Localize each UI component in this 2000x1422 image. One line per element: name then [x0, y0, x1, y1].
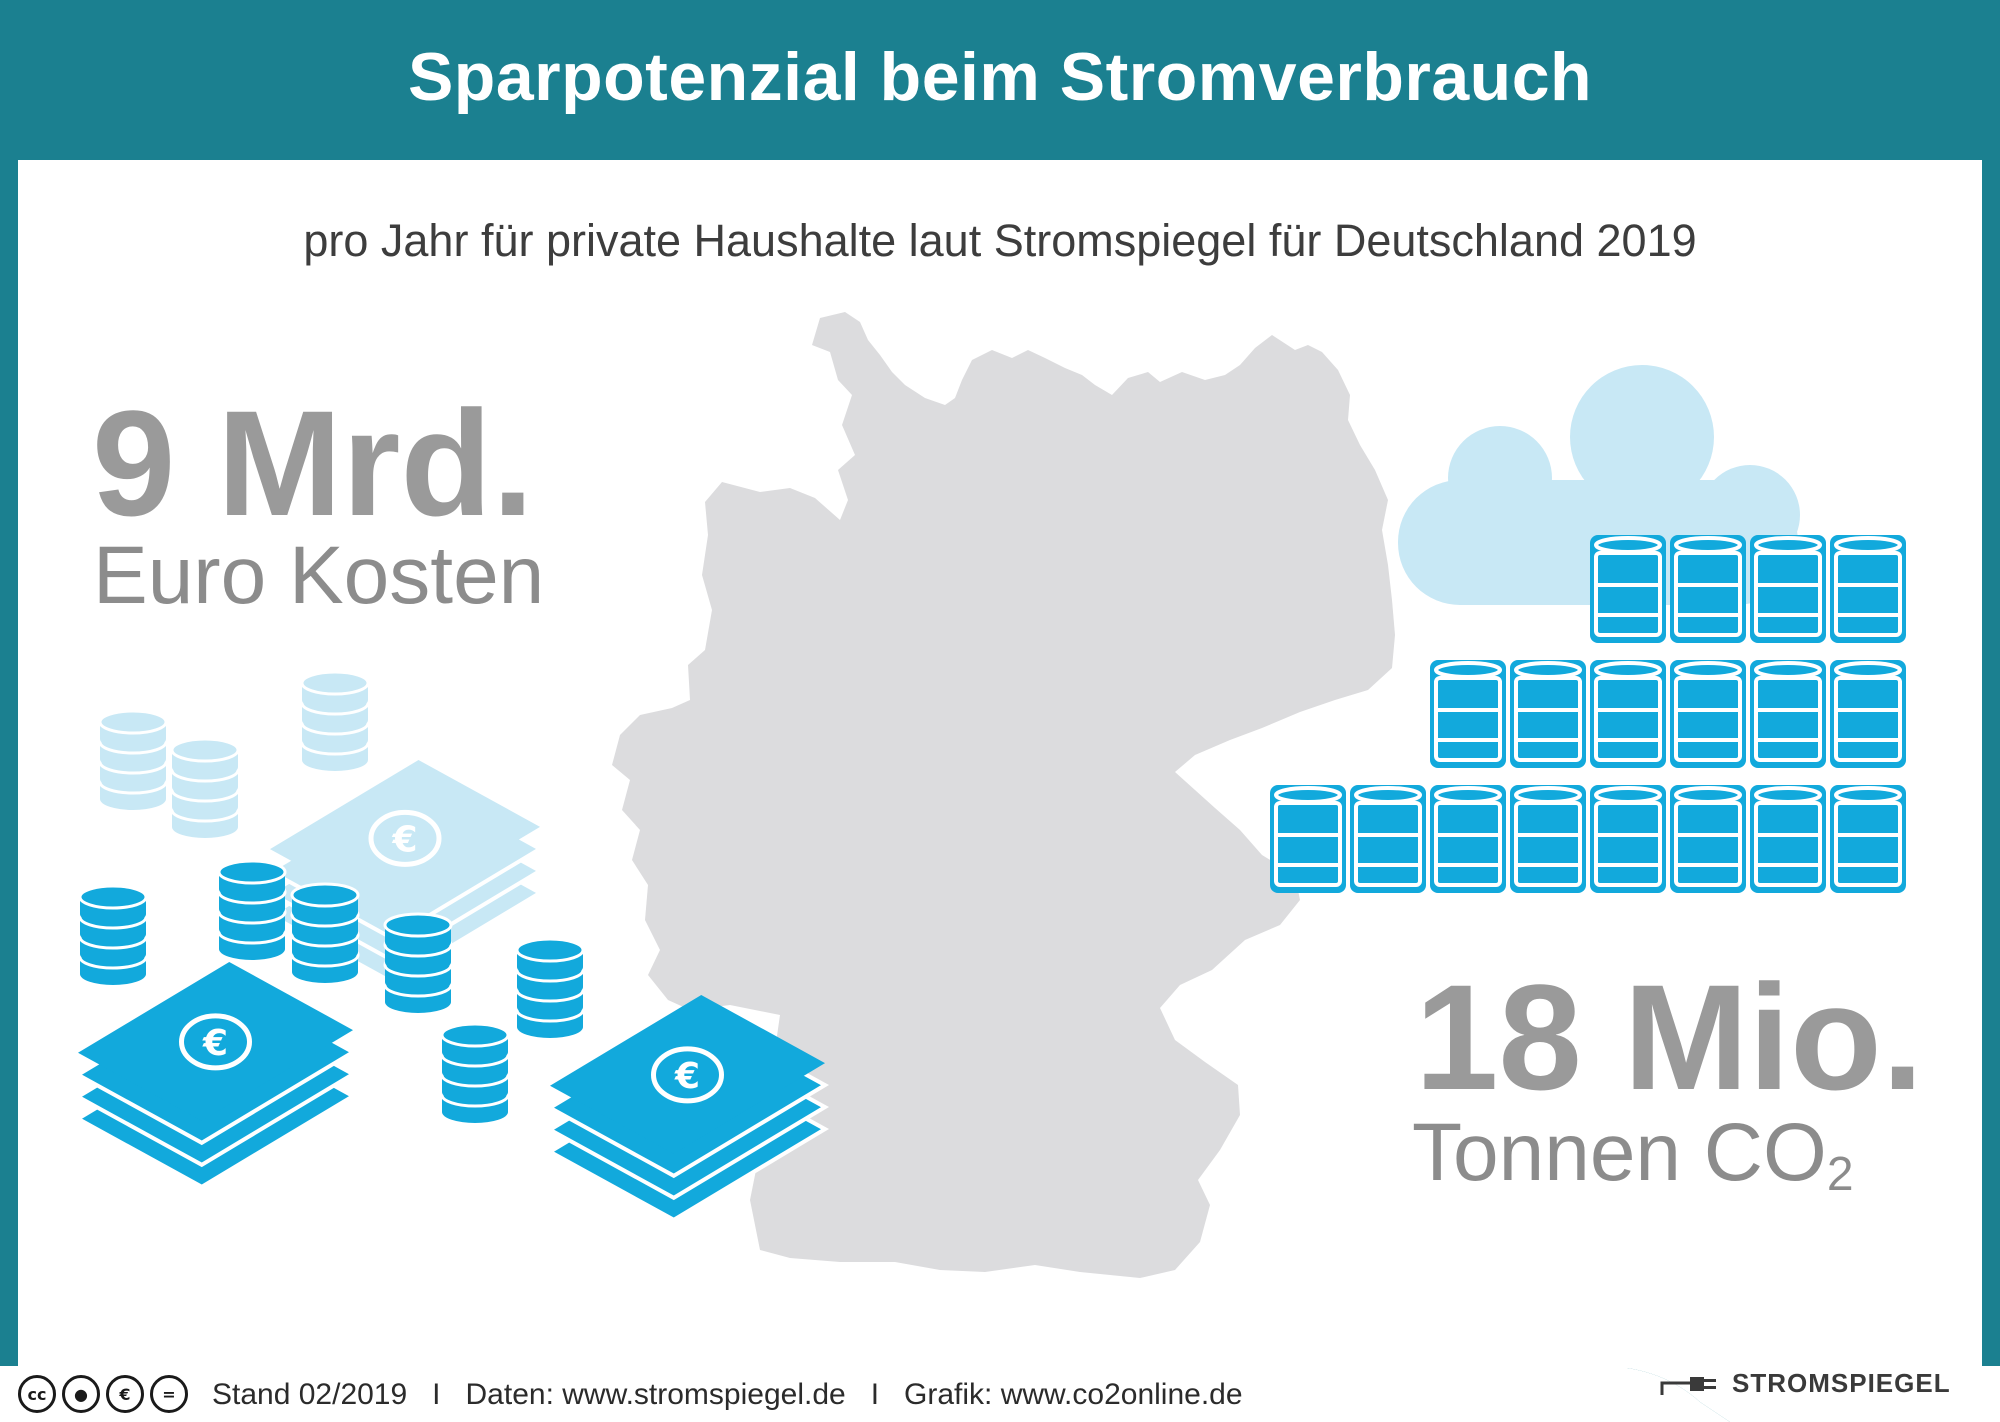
barrel-icon [1670, 660, 1746, 768]
by-icon[interactable]: ● [62, 1375, 100, 1413]
subtitle: pro Jahr für private Haushalte laut Stro… [303, 215, 1697, 266]
coin-stack-icon [290, 882, 360, 983]
coin-stack-icon [98, 709, 168, 810]
barrel-icon [1430, 785, 1506, 893]
barrel-icon [1590, 660, 1666, 768]
brand-label: STROMSPIEGEL [1732, 1368, 1951, 1398]
banknote-stack-icon: € [545, 995, 830, 1223]
cc-icon[interactable]: cc [18, 1375, 56, 1413]
barrel-icon [1750, 535, 1826, 643]
savings-cost-value: 9 Mrd. [92, 379, 534, 547]
coin-stack-icon [78, 884, 148, 985]
svg-text:€: € [674, 1056, 700, 1097]
coin-stack-icon [170, 737, 240, 838]
coin-stack-icon [217, 859, 287, 960]
nc-icon[interactable]: € [106, 1375, 144, 1413]
plug-icon [1660, 1376, 1716, 1395]
coin-stack-icon [515, 937, 585, 1038]
barrel-icon [1750, 660, 1826, 768]
barrel-icon [1670, 785, 1746, 893]
barrel-icon [1350, 785, 1426, 893]
banknote-stack-icon: € [73, 962, 358, 1190]
nd-icon[interactable]: = [150, 1375, 188, 1413]
svg-text:€: € [202, 1023, 228, 1064]
barrel-icon [1430, 660, 1506, 768]
barrel-icon [1750, 785, 1826, 893]
coin-stack-icon [300, 670, 370, 771]
barrel-icon [1830, 660, 1906, 768]
coin-stack-icon [440, 1022, 510, 1123]
stromspiegel-logo: STROMSPIEGEL [1660, 1368, 1951, 1399]
license-icons: cc ● € = [18, 1375, 188, 1417]
barrel-icon [1510, 660, 1586, 768]
barrel-icon [1590, 785, 1666, 893]
barrel-icon [1590, 535, 1666, 643]
savings-cost-unit: Euro Kosten [93, 530, 545, 621]
barrel-icon [1830, 535, 1906, 643]
coin-stack-icon [383, 912, 453, 1013]
header-bar: Sparpotenzial beim Stromverbrauch [0, 0, 2000, 160]
svg-text:€: € [391, 819, 417, 860]
barrel-icon [1270, 785, 1346, 893]
barrel-icon [1510, 785, 1586, 893]
footer-credits: Stand 02/2019 I Daten: www.stromspiegel.… [212, 1378, 1243, 1411]
germany-silhouette [612, 312, 1395, 1278]
barrel-icon [1830, 785, 1906, 893]
savings-co2-value: 18 Mio. [1415, 953, 1924, 1121]
barrel-icon [1670, 535, 1746, 643]
savings-co2-unit: Tonnen CO2 [1412, 1107, 1854, 1201]
page-title: Sparpotenzial beim Stromverbrauch [407, 39, 1593, 115]
